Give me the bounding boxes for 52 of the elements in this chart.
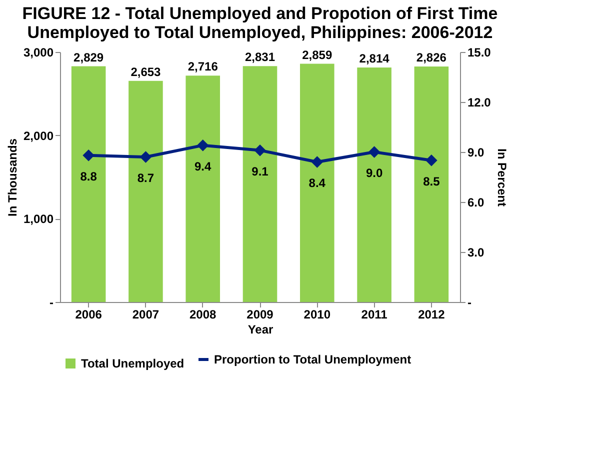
x-tick-label: 2006 <box>75 308 102 322</box>
data-label: 2,653 <box>130 64 162 79</box>
point <box>197 140 208 151</box>
data-label: 2,859 <box>302 48 332 62</box>
point <box>254 144 266 156</box>
point <box>140 152 152 162</box>
bar <box>300 64 334 302</box>
data-label: 9.1 <box>252 164 269 178</box>
x-tick-label: 2009 <box>246 308 274 322</box>
data-label: 2,826 <box>416 50 447 64</box>
x-tick-label: 2011 <box>361 308 388 322</box>
data-label: 9.0 <box>366 166 383 180</box>
data-label: 8.8 <box>80 169 98 184</box>
data-label: 2,829 <box>74 50 104 64</box>
y2-tick-label: 3.0 <box>468 246 485 260</box>
point <box>368 146 380 158</box>
y-tick-label: 3,000 <box>23 46 54 60</box>
y-tick-label: 2,000 <box>23 128 54 143</box>
y2-tick-label: 9.0 <box>468 146 485 160</box>
text: FIGURE 12 - Total Unemployed and Propotion of First Time <box>22 4 498 23</box>
text: Unemployed to Total Unemployed, Philippines: 2006-2012 <box>27 23 493 42</box>
y2-tick-label: 15.0 <box>468 46 492 60</box>
bar <box>71 66 106 302</box>
y-tick-label: 1,000 <box>23 212 54 226</box>
legend-label: Total Unemployed <box>81 356 184 370</box>
bar <box>128 80 163 302</box>
bar <box>414 66 449 302</box>
legend-label: Proportion to Total Unemployment <box>214 352 412 366</box>
data-label: 8.5 <box>423 174 440 188</box>
x-axis-title: Year <box>248 322 274 336</box>
data-label: 2,716 <box>188 60 218 74</box>
x-tick-label: 2008 <box>190 308 217 322</box>
y2-tick-label: 12.0 <box>468 96 492 110</box>
point <box>83 150 94 161</box>
point <box>312 156 323 168</box>
bar <box>357 68 392 302</box>
y2-tick-label: 6.0 <box>468 196 485 210</box>
y-tick-label: - <box>50 296 54 310</box>
bar <box>242 66 278 302</box>
data-label: 2,831 <box>244 50 276 64</box>
y2-axis-title: In Percent <box>494 148 509 207</box>
x-tick-label: 2007 <box>132 308 160 322</box>
point <box>426 154 437 166</box>
data-label: 8.7 <box>137 171 154 185</box>
y-axis-title: In Thousands <box>5 138 20 216</box>
y2-tick-label: - <box>468 296 472 310</box>
data-label: 9.4 <box>194 159 212 174</box>
bar <box>186 76 220 302</box>
x-tick-label: 2010 <box>304 308 331 322</box>
data-label: 8.4 <box>308 176 326 190</box>
data-label: 2,814 <box>359 52 390 66</box>
x-tick-label: 2012 <box>418 308 446 322</box>
